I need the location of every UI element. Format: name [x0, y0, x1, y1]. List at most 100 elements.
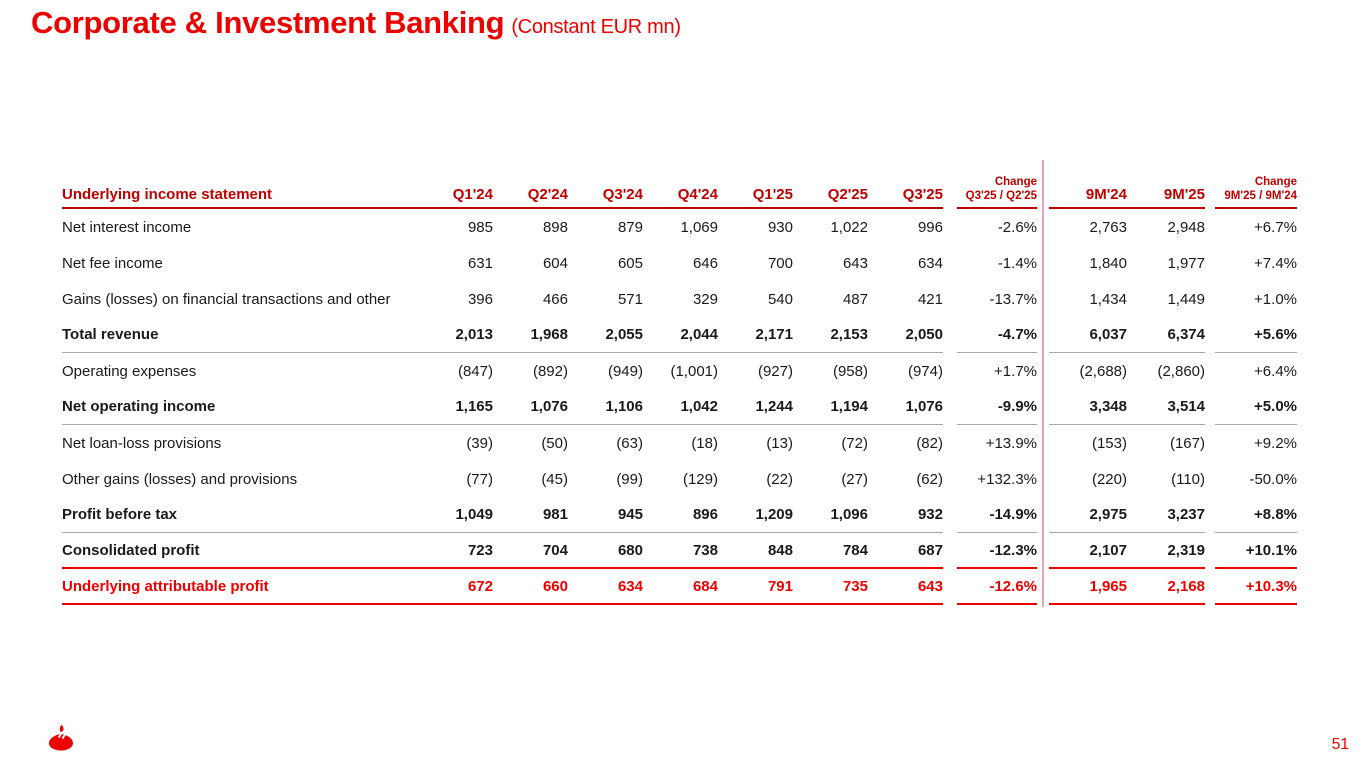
column-header-9m-24: 9M'24: [1085, 186, 1127, 203]
quarter-value: 932: [917, 506, 943, 523]
quarter-value: (18): [691, 434, 718, 452]
quarter-value: 898: [542, 218, 568, 236]
quarter-value: (13): [766, 434, 793, 452]
ytd-change-value: +8.8%: [1215, 497, 1297, 533]
quarter-value: 684: [692, 577, 718, 595]
row-ytd-segment: 2,975 3,237: [1049, 497, 1205, 533]
ytd-change-value: +5.0%: [1215, 389, 1297, 425]
ytd-value: 1,449: [1167, 290, 1205, 308]
row-label: Underlying attributable profit: [62, 577, 269, 595]
quarter-value: 784: [842, 541, 868, 559]
row-ytd-segment: 1,840 1,977: [1049, 245, 1205, 281]
quarter-value: 985: [467, 218, 493, 236]
quarter-value: 735: [842, 577, 868, 595]
quarter-value: 660: [542, 577, 568, 595]
quarter-value: (927): [757, 362, 793, 380]
ytd-value: 2,763: [1089, 218, 1127, 236]
quarter-value: 1,209: [755, 506, 793, 523]
ytd-change-value: +5.6%: [1215, 317, 1297, 353]
row-main-segment: Underlying attributable profit 672 660 634…: [62, 569, 943, 605]
table-row: Other gains (losses) and provisions (77)…: [62, 461, 1302, 497]
quarter-value: 646: [692, 254, 718, 272]
ytd-value: (2,688): [1079, 362, 1127, 380]
column-header-q3-24: Q3'24: [602, 186, 643, 203]
quarter-value: 1,022: [830, 218, 868, 236]
quarter-value: (99): [616, 470, 643, 488]
table-row: Underlying attributable profit 672 660 634…: [62, 569, 1302, 605]
quarter-value: 879: [617, 218, 643, 236]
row-label: Net loan-loss provisions: [62, 434, 222, 452]
row-ytd-segment: 2,107 2,319: [1049, 533, 1205, 569]
table-row: Net loan-loss provisions (39) (50) (63) (18…: [62, 425, 1302, 461]
row-label: Consolidated profit: [62, 541, 200, 559]
ytd-change-value: +10.1%: [1215, 533, 1297, 569]
quarter-value: 981: [542, 506, 568, 523]
row-label: Net operating income: [62, 398, 216, 415]
quarter-value: 723: [467, 541, 493, 559]
row-label: Net interest income: [62, 218, 192, 236]
quarter-value: 2,055: [605, 326, 643, 343]
qoq-change-value: -9.9%: [957, 389, 1037, 425]
ytd-value: (153): [1091, 434, 1127, 452]
table-row: Net interest income 985 898 879 1,069 930 1,0…: [62, 209, 1302, 245]
quarter-value: 945: [617, 506, 643, 523]
quarter-value: 604: [542, 254, 568, 272]
quarter-value: 421: [917, 290, 943, 308]
table-row: Total revenue 2,013 1,968 2,055 2,044 2,171 2…: [62, 317, 1302, 353]
quarter-value: 848: [767, 541, 793, 559]
ytd-value: 2,948: [1167, 218, 1205, 236]
ytd-change-value: +6.7%: [1254, 218, 1297, 236]
qoq-change-label: Change: [994, 176, 1037, 188]
ytd-change-value: +1.0%: [1254, 290, 1297, 308]
qoq-change-value: -13.7%: [989, 290, 1037, 308]
quarter-value: (958): [832, 362, 868, 380]
quarter-value: (974): [907, 362, 943, 380]
quarter-value: 1,049: [455, 506, 493, 523]
quarter-value: 672: [467, 577, 493, 595]
table-row: Net fee income 631 604 605 646 700 643 634 -1.…: [62, 245, 1302, 281]
column-header-q4-24: Q4'24: [677, 186, 718, 203]
quarter-value: (892): [532, 362, 568, 380]
quarter-value: 1,042: [680, 398, 718, 415]
quarter-value: (77): [466, 470, 493, 488]
santander-flame-icon: [44, 723, 78, 758]
qoq-change-value: -4.7%: [957, 317, 1037, 353]
ytd-value: 3,514: [1167, 398, 1205, 415]
quarter-value: 930: [767, 218, 793, 236]
quarter-value: (22): [766, 470, 793, 488]
ytd-value: 1,434: [1089, 290, 1127, 308]
row-main-segment: Net operating income 1,165 1,076 1,106 1,04…: [62, 389, 943, 425]
column-header-q2-25: Q2'25: [827, 186, 868, 203]
quarter-value: 571: [617, 290, 643, 308]
quarter-value: 2,044: [680, 326, 718, 343]
quarter-value: 1,076: [905, 398, 943, 415]
quarter-value: 396: [467, 290, 493, 308]
row-main-segment: Operating expenses (847) (892) (949) (1,001…: [62, 353, 943, 389]
quarter-value: (847): [457, 362, 493, 380]
quarter-value: 643: [842, 254, 868, 272]
quarter-value: 1,194: [830, 398, 868, 415]
row-ytd-segment: 2,763 2,948: [1049, 209, 1205, 245]
quarter-value: 700: [767, 254, 793, 272]
quarter-value: 1,076: [530, 398, 568, 415]
quarter-value: 1,106: [605, 398, 643, 415]
table-row: Consolidated profit 723 704 680 738 848 784 68…: [62, 533, 1302, 569]
column-header-statement: Underlying income statement: [62, 186, 273, 203]
page-number: 51: [1331, 736, 1349, 753]
column-header-ytd-change: Change 9M'25 / 9M'24: [1215, 163, 1297, 209]
qoq-change-value: -2.6%: [997, 218, 1037, 236]
quarter-value: 2,153: [830, 326, 868, 343]
quarter-value: 631: [467, 254, 493, 272]
ytd-value: 3,237: [1167, 506, 1205, 523]
quarter-value: 1,096: [830, 506, 868, 523]
qoq-change-value: +1.7%: [994, 362, 1037, 380]
row-main-segment: Consolidated profit 723 704 680 738 848 784 68…: [62, 533, 943, 569]
quarter-value: (62): [916, 470, 943, 488]
row-label: Profit before tax: [62, 506, 178, 523]
ytd-value: (110): [1171, 470, 1205, 488]
ytd-value: (2,860): [1157, 362, 1205, 380]
ytd-value: 1,965: [1089, 577, 1127, 595]
ytd-change-value: +9.2%: [1254, 434, 1297, 452]
row-main-segment: Net fee income 631 604 605 646 700 643 634: [62, 245, 943, 281]
row-ytd-segment: (153) (167): [1049, 425, 1205, 461]
